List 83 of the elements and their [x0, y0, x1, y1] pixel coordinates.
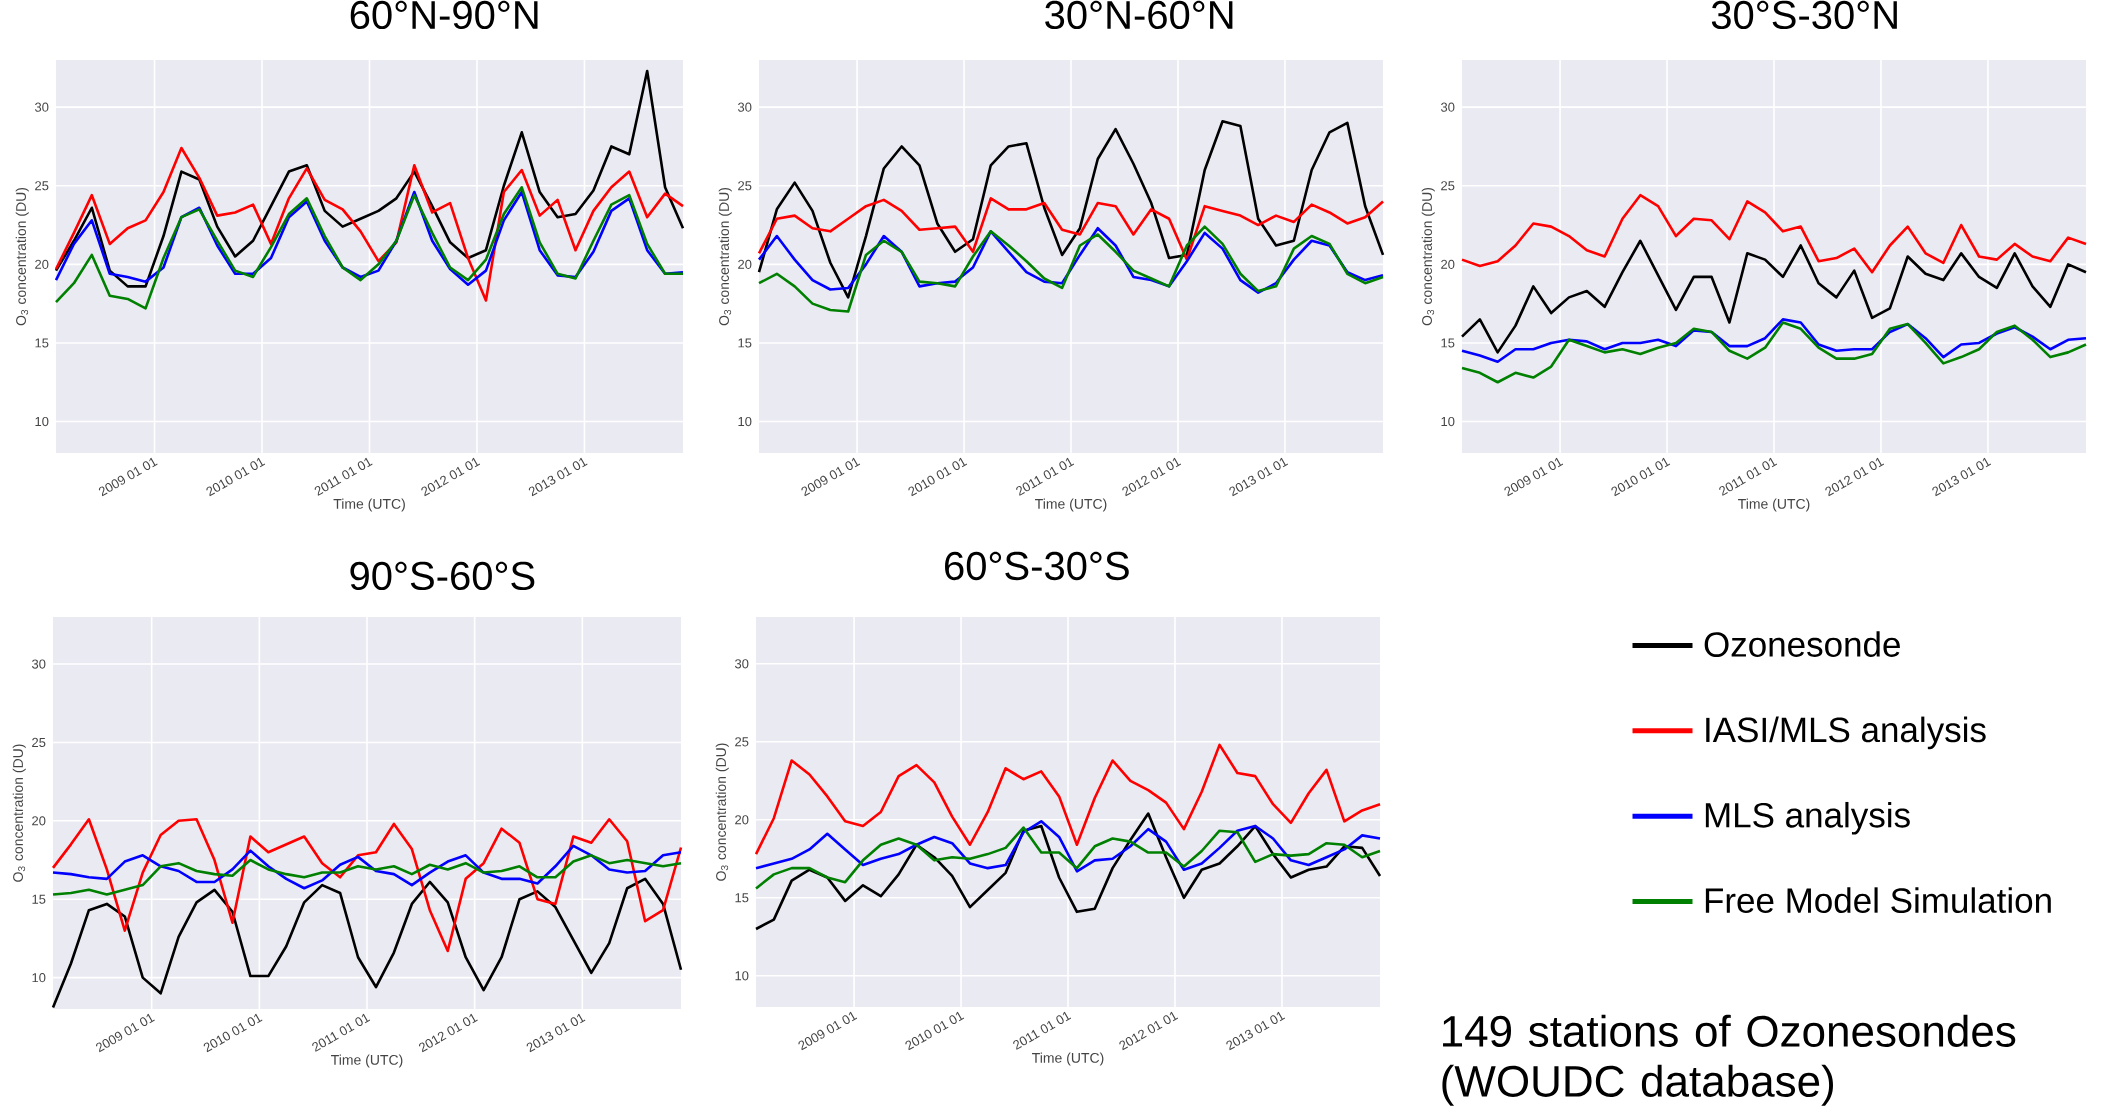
- y-axis-title: O$_{3}$ concentration (DU): [15, 187, 29, 326]
- y-tick-label: 20: [35, 259, 49, 269]
- y-tick-label: 25: [1441, 181, 1455, 191]
- chart-title: 60°N-90°N: [350, 0, 538, 30]
- x-tick-label: 2009 01 01: [96, 1013, 155, 1053]
- legend-label: Ozonesonde: [1704, 631, 1900, 657]
- x-tick-label: 2013 01 01: [1932, 457, 1992, 497]
- y-tick-label: 30: [737, 102, 752, 112]
- y-tick-label: 25: [738, 181, 752, 191]
- x-axis-title: Time (UTC): [1035, 498, 1107, 512]
- line-series: [1460, 239, 2088, 354]
- x-tick-label: 2011 01 01: [312, 1013, 371, 1052]
- y-axis-title: O$_{3}$ concentration (DU): [1421, 187, 1435, 326]
- x-axis-title: Time (UTC): [333, 498, 405, 512]
- line-series: [754, 820, 1382, 873]
- chart-title: 30°N-60°N: [1045, 0, 1233, 30]
- y-axis-title: O$_{3}$ concentration (DU): [715, 743, 729, 881]
- y-tick-label: 10: [1441, 416, 1455, 427]
- line-series: [54, 146, 685, 302]
- y-tick-label: 30: [734, 659, 749, 669]
- chart-title: 90°S-60°S: [350, 561, 535, 591]
- y-tick-label: 20: [32, 816, 46, 826]
- x-tick-label: 2011 01 01: [314, 457, 373, 496]
- y-tick-label: 10: [738, 416, 752, 427]
- y-tick-label: 30: [31, 659, 46, 669]
- x-tick-label: 2009 01 01: [801, 457, 861, 497]
- line-series: [51, 844, 683, 890]
- legend-label: IASI/MLS analysis: [1706, 716, 1986, 750]
- x-tick-label: 2012 01 01: [1825, 457, 1885, 497]
- x-tick-label: 2010 01 01: [1611, 457, 1671, 497]
- line-series: [54, 69, 685, 288]
- y-tick-label: 10: [35, 416, 49, 427]
- x-tick-label: 2012 01 01: [419, 1013, 478, 1053]
- legend-label: MLS analysis: [1705, 801, 1910, 835]
- text: 149 stations of Ozonesondes (WOUDC database): [1442, 1014, 2016, 1106]
- x-tick-label: 2011 01 01: [1013, 1011, 1072, 1050]
- y-tick-label: 20: [1441, 259, 1455, 269]
- x-tick-label: 2013 01 01: [526, 1013, 586, 1053]
- x-tick-label: 2011 01 01: [1016, 457, 1075, 496]
- x-tick-label: 2009 01 01: [1504, 457, 1564, 497]
- y-tick-label: 25: [35, 181, 49, 191]
- x-axis-title: Time (UTC): [1738, 498, 1810, 512]
- line-series: [757, 197, 1385, 261]
- line-series: [1460, 321, 2088, 384]
- x-tick-label: 2009 01 01: [798, 1011, 858, 1051]
- y-tick-label: 15: [735, 893, 749, 903]
- y-tick-label: 30: [1440, 102, 1455, 112]
- x-tick-label: 2013 01 01: [528, 457, 588, 497]
- line-series: [757, 120, 1385, 299]
- y-tick-label: 25: [32, 737, 46, 748]
- x-tick-label: 2010 01 01: [206, 457, 266, 497]
- y-tick-label: 10: [735, 971, 749, 981]
- x-tick-label: 2012 01 01: [421, 457, 481, 497]
- x-tick-label: 2010 01 01: [905, 1011, 965, 1051]
- y-tick-label: 25: [735, 737, 749, 747]
- x-tick-label: 2010 01 01: [203, 1013, 263, 1053]
- line-series: [754, 743, 1382, 856]
- line-series: [757, 225, 1385, 313]
- chart-title: 30°S-30°N: [1711, 0, 1897, 30]
- y-tick-label: 20: [735, 815, 749, 825]
- y-tick-label: 20: [738, 259, 752, 269]
- x-tick-label: 2011 01 01: [1719, 457, 1778, 496]
- line-series: [54, 186, 685, 310]
- y-tick-label: 15: [1441, 338, 1455, 348]
- line-series: [1460, 193, 2088, 274]
- legend-label: Free Model Simulation: [1705, 887, 2051, 914]
- y-tick-label: 30: [34, 102, 49, 112]
- y-tick-label: 15: [738, 338, 752, 348]
- chart-title: 60°S-30°S: [945, 551, 1129, 581]
- x-tick-label: 2012 01 01: [1122, 457, 1182, 497]
- x-tick-label: 2013 01 01: [1229, 457, 1289, 497]
- x-tick-label: 2010 01 01: [908, 457, 968, 497]
- y-tick-label: 10: [32, 973, 46, 983]
- y-axis-title: O$_{3}$ concentration (DU): [12, 744, 26, 882]
- x-tick-label: 2013 01 01: [1226, 1011, 1286, 1051]
- x-axis-title: Time (UTC): [1032, 1052, 1104, 1066]
- x-tick-label: 2012 01 01: [1119, 1011, 1179, 1051]
- x-axis-title: Time (UTC): [331, 1054, 403, 1068]
- line-series: [754, 826, 1382, 890]
- y-tick-label: 15: [32, 894, 46, 904]
- y-axis-title: O$_{3}$ concentration (DU): [718, 187, 732, 326]
- x-tick-label: 2009 01 01: [98, 457, 158, 497]
- y-tick-label: 15: [35, 338, 49, 348]
